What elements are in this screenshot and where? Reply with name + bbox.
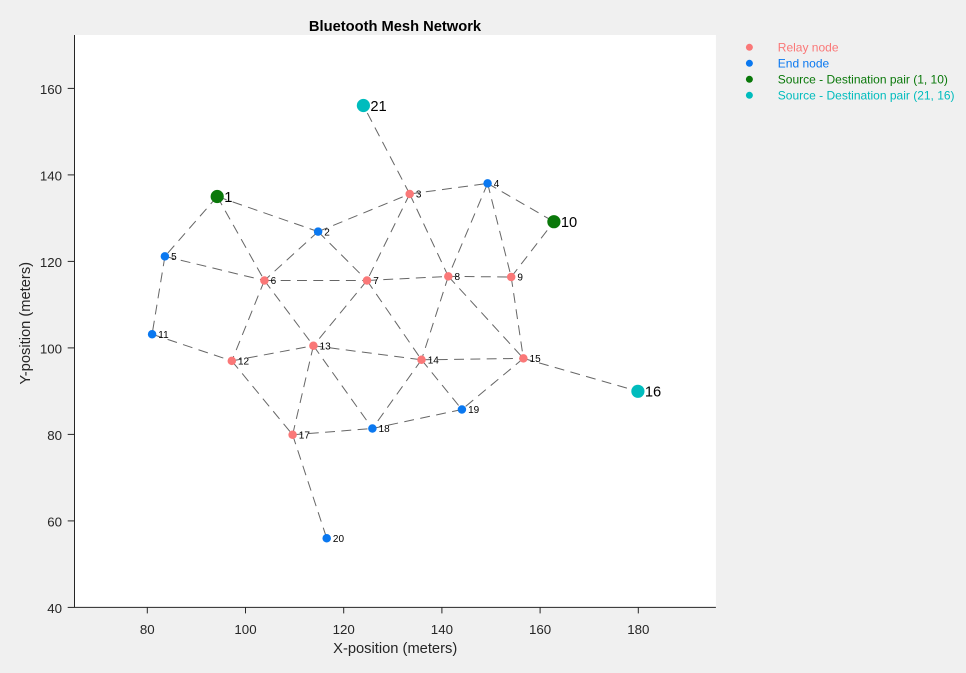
svg-text:140: 140: [431, 622, 453, 637]
svg-text:Bluetooth Mesh Network: Bluetooth Mesh Network: [309, 19, 482, 35]
svg-text:14: 14: [428, 356, 440, 367]
svg-text:60: 60: [47, 515, 62, 530]
svg-text:140: 140: [40, 169, 62, 184]
svg-text:6: 6: [271, 276, 277, 287]
svg-text:16: 16: [645, 385, 661, 401]
svg-text:9: 9: [517, 273, 523, 284]
svg-text:5: 5: [171, 252, 177, 263]
svg-text:3: 3: [416, 190, 422, 201]
svg-text:1: 1: [224, 190, 232, 206]
svg-text:4: 4: [494, 179, 500, 190]
svg-text:End node: End node: [778, 57, 830, 71]
svg-text:11: 11: [158, 330, 169, 341]
svg-text:40: 40: [47, 601, 62, 616]
svg-text:80: 80: [47, 428, 62, 443]
svg-text:17: 17: [299, 431, 311, 442]
svg-text:180: 180: [627, 622, 649, 637]
svg-text:100: 100: [40, 342, 62, 357]
svg-text:Y-position (meters): Y-position (meters): [18, 262, 34, 385]
svg-text:120: 120: [40, 255, 62, 270]
svg-text:8: 8: [455, 272, 461, 283]
svg-text:X-position (meters): X-position (meters): [333, 641, 457, 657]
svg-text:80: 80: [140, 622, 155, 637]
svg-text:120: 120: [333, 622, 355, 637]
svg-text:2: 2: [324, 227, 330, 238]
svg-text:10: 10: [561, 215, 577, 231]
svg-text:160: 160: [40, 82, 62, 97]
svg-text:7: 7: [373, 276, 379, 287]
svg-text:100: 100: [234, 622, 256, 637]
svg-text:Source - Destination pair (1,: Source - Destination pair (1, 10): [778, 73, 948, 87]
svg-text:Source - Destination pair (21,: Source - Destination pair (21, 16): [778, 89, 955, 103]
svg-text:15: 15: [530, 354, 542, 365]
svg-text:21: 21: [370, 99, 386, 115]
svg-text:160: 160: [529, 622, 551, 637]
svg-text:Relay node: Relay node: [778, 41, 839, 55]
svg-text:13: 13: [320, 341, 332, 352]
svg-text:19: 19: [468, 405, 480, 416]
svg-text:18: 18: [379, 424, 391, 435]
svg-text:20: 20: [333, 534, 345, 545]
svg-text:12: 12: [238, 357, 250, 368]
